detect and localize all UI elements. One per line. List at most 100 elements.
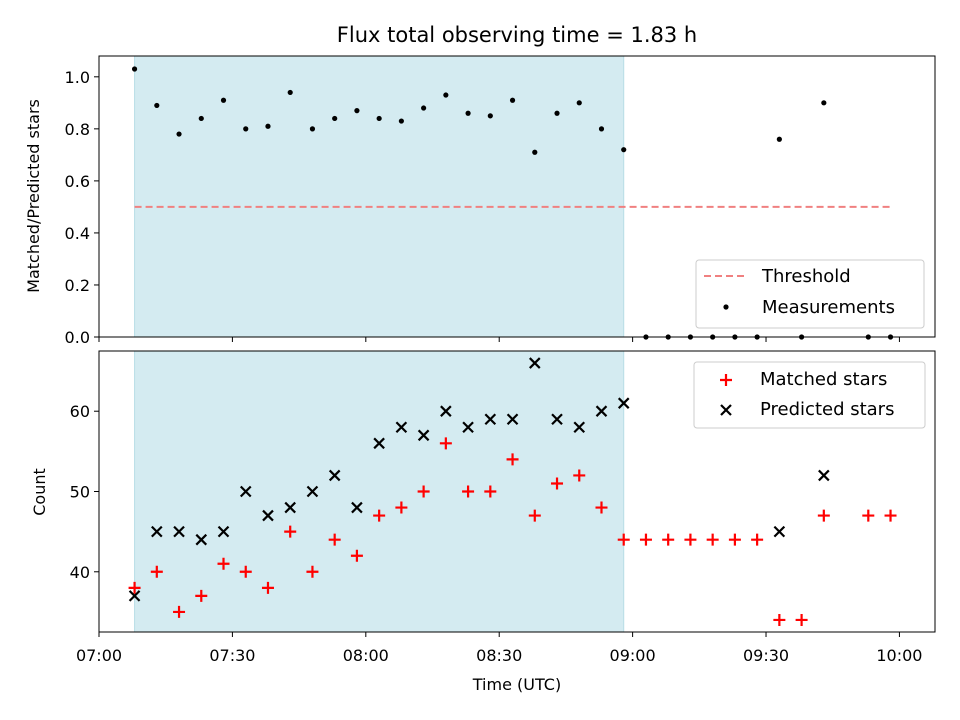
- top-legend-box: [695, 259, 925, 329]
- y-tick-label: 0.0: [65, 328, 90, 347]
- matched-star-point: [528, 509, 541, 522]
- top-panel: 0.0 0.2 0.4 0.6 0.8 1.0 Flux total observing …: [24, 23, 936, 347]
- matched-star-point: [239, 565, 252, 578]
- top-observing-window-shade: [134, 55, 625, 338]
- bottom-legend-box: [693, 361, 926, 429]
- x-tick-label: 07:00: [76, 646, 122, 665]
- measurement-point: [332, 115, 338, 122]
- measurement-point: [776, 136, 782, 142]
- matched-star-point: [639, 533, 652, 546]
- matched-stars-points: [128, 437, 897, 626]
- predicted-star-point: [173, 525, 185, 538]
- matched-star-point: [439, 437, 452, 450]
- measurement-point: [398, 118, 404, 124]
- predicted-star-point: [306, 485, 319, 498]
- matched-star-point: [217, 557, 230, 570]
- measurement-point: [131, 66, 138, 72]
- measurement-point: [576, 100, 582, 106]
- measurement-point: [265, 123, 271, 129]
- measurement-point: [309, 126, 316, 132]
- measurement-point: [621, 147, 627, 153]
- top-legend: Threshold Measurements: [695, 259, 925, 329]
- x-tick-label: 08:00: [343, 646, 389, 665]
- measurement-point: [154, 102, 160, 109]
- x-tick-label: 09:00: [610, 646, 656, 665]
- bottom-observing-window-shade: [134, 350, 625, 633]
- chart-title: Flux total observing time = 1.83 h: [337, 23, 697, 47]
- matched-star-point: [862, 509, 875, 522]
- matched-star-point: [884, 509, 897, 522]
- matched-star-point: [462, 485, 475, 498]
- predicted-star-point: [551, 413, 563, 426]
- predicted-star-point: [373, 437, 385, 450]
- y-tick-label: 60: [70, 402, 90, 421]
- measurement-point: [598, 126, 605, 132]
- bottom-y-axis-label: Count: [30, 468, 49, 516]
- matched-star-point: [795, 613, 808, 626]
- bottom-y-ticks: 40 50 60: [70, 402, 99, 582]
- measurement-point: [465, 110, 471, 116]
- measurement-point: [176, 131, 182, 137]
- predicted-star-point: [351, 501, 363, 514]
- matched-star-point: [773, 613, 786, 626]
- matched-star-point: [173, 605, 186, 618]
- matched-star-point: [417, 485, 430, 498]
- matched-star-point: [128, 581, 141, 594]
- x-tick-label: 10:00: [876, 646, 922, 665]
- predicted-star-point: [395, 421, 408, 434]
- measurement-point: [487, 113, 493, 119]
- matched-star-point: [551, 477, 564, 490]
- predicted-legend-swatch: [720, 404, 732, 416]
- matched-star-point: [284, 525, 297, 538]
- predicted-star-point: [151, 525, 163, 538]
- predicted-star-point: [440, 405, 452, 417]
- bottom-legend: Matched stars Predicted stars: [693, 361, 926, 429]
- bottom-x-ticks: 07:00 07:30 08:00 08:30 09:00 09:30 10:00: [76, 632, 922, 665]
- measurement-point: [821, 100, 827, 106]
- predicted-star-point: [217, 525, 230, 538]
- matched-star-point: [350, 549, 363, 562]
- predicted-star-point: [462, 421, 474, 434]
- measurement-point: [287, 89, 293, 96]
- matched-legend-swatch: [720, 374, 732, 386]
- predicted-star-point: [484, 413, 497, 426]
- measurement-point: [443, 92, 449, 98]
- x-tick-label: 09:30: [743, 646, 789, 665]
- predicted-star-point: [595, 405, 608, 417]
- predicted-star-point: [284, 501, 296, 514]
- predicted-stars-points: [128, 357, 830, 602]
- matched-star-point: [261, 581, 274, 594]
- measurement-point: [198, 115, 204, 122]
- x-axis-label: Time (UTC): [472, 675, 561, 694]
- predicted-star-point: [506, 413, 519, 426]
- threshold-legend-label: Threshold: [761, 266, 851, 287]
- predicted-star-point: [617, 397, 630, 409]
- y-tick-label: 1.0: [65, 68, 90, 87]
- measurements-legend-swatch: [723, 304, 729, 310]
- predicted-star-point: [128, 590, 141, 602]
- matched-star-point: [684, 533, 697, 546]
- predicted-star-point: [195, 533, 208, 546]
- y-tick-label: 0.8: [65, 120, 90, 139]
- measurement-point: [376, 115, 382, 122]
- predicted-star-point: [328, 469, 341, 482]
- predicted-star-point: [239, 485, 252, 498]
- top-x-ticks: [98, 337, 900, 342]
- matched-star-point: [706, 533, 719, 546]
- top-y-ticks: 0.0 0.2 0.4 0.6 0.8 1.0: [65, 68, 99, 347]
- measurement-point: [243, 126, 249, 132]
- y-tick-label: 50: [70, 483, 90, 502]
- matched-legend-label: Matched stars: [760, 369, 887, 390]
- top-axes-frame: [98, 55, 936, 338]
- matched-star-point: [195, 589, 208, 602]
- matched-star-point: [395, 501, 408, 514]
- matched-star-point: [373, 509, 386, 522]
- matched-star-point: [595, 501, 608, 514]
- y-tick-label: 0.4: [65, 224, 90, 243]
- x-tick-label: 07:30: [209, 646, 255, 665]
- matched-star-point: [506, 453, 519, 466]
- measurement-point: [421, 105, 427, 111]
- matched-star-point: [484, 485, 497, 498]
- bottom-panel: 40 50 60 07:00 07:30 08:00 08:30 09:00 09:30 10:…: [30, 350, 936, 694]
